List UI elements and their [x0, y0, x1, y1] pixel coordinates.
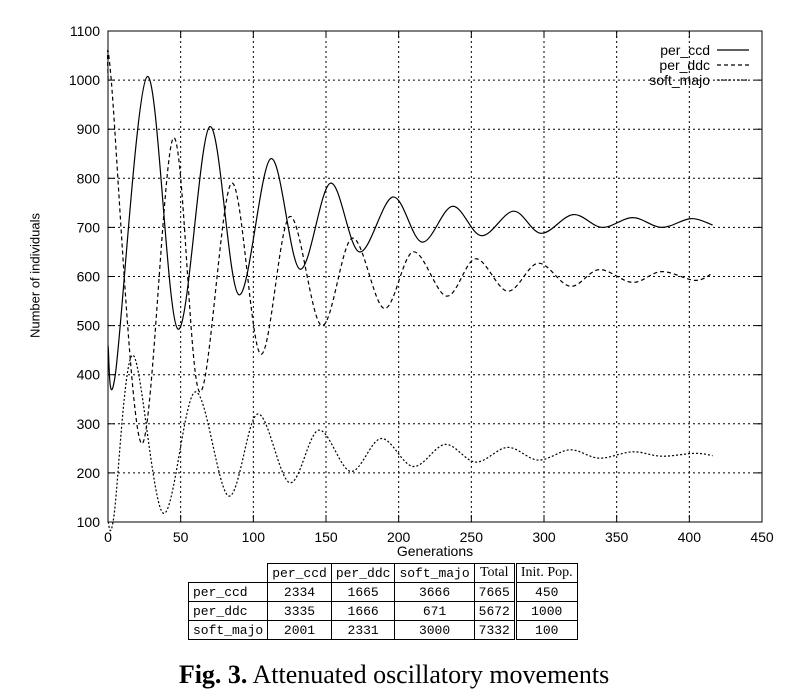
caption-label: Fig. 3. [178, 660, 248, 689]
table-cell: 7665 [473, 582, 516, 602]
x-tick-label: 200 [387, 529, 411, 545]
table-cell: 450 [513, 582, 578, 602]
line-chart: 0 50 100 150 200 250 300 350 400 450 100 200 300 400 5… [69, 23, 774, 545]
figure-caption: Fig. 3. Attenuated oscillatory movements [0, 660, 788, 690]
x-tick-label: 100 [242, 529, 266, 545]
table-row: soft_majo 2001 2331 3000 7332 100 [187, 620, 578, 640]
table-cell: 7332 [473, 620, 516, 640]
table-row: per_ddc 3335 1666 671 5672 1000 [187, 601, 578, 621]
table-header-cell: per_ddc [330, 563, 396, 583]
x-tick-label: 350 [605, 529, 629, 545]
table-cell: 671 [394, 601, 475, 621]
table-corner [189, 564, 268, 583]
table-header-cell: Total [473, 563, 516, 583]
legend-label: per_ccd [660, 42, 710, 58]
x-tick-label: 450 [750, 529, 774, 545]
table-cell: 1666 [330, 601, 396, 621]
x-tick-label: 400 [678, 529, 702, 545]
caption-text: Attenuated oscillatory movements [252, 660, 610, 689]
series-lines [106, 49, 713, 532]
table-header-row: per_ccd per_ddc soft_majo Total Init. Po… [189, 563, 578, 583]
y-tick-label: 100 [77, 514, 101, 530]
y-tick-label: 800 [77, 170, 101, 186]
series-line-per-ddc [106, 49, 713, 445]
x-tick-label: 50 [173, 529, 189, 545]
table-cell: 5672 [473, 601, 516, 621]
table-cell: 2001 [267, 620, 332, 640]
y-tick-label: 1000 [69, 72, 100, 88]
grid-lines [108, 31, 762, 522]
x-tick-label: 0 [104, 529, 112, 545]
table-row-label: per_ddc [187, 601, 269, 621]
table-cell: 1665 [330, 582, 396, 602]
table-cell: 100 [513, 620, 578, 640]
table-cell: 3335 [267, 601, 332, 621]
x-tick-label: 150 [314, 529, 338, 545]
y-tick-label: 500 [77, 318, 101, 334]
table-header-cell: Init. Pop. [513, 563, 578, 583]
series-line-per-ccd [107, 76, 713, 391]
series-line-soft-majo [107, 354, 713, 532]
axis-ticks: 0 50 100 150 200 250 300 350 400 450 100 200 300 400 5… [69, 23, 774, 545]
table-row-label: soft_majo [187, 620, 269, 640]
y-axis-title: Number of individuals [27, 213, 43, 339]
y-tick-label: 1100 [70, 23, 100, 39]
y-tick-label: 300 [77, 416, 101, 432]
x-axis-title: Generations [396, 543, 474, 559]
y-tick-label: 200 [77, 465, 101, 481]
table-cell: 1000 [513, 601, 578, 621]
legend-label: per_ddc [659, 57, 710, 73]
table-row-label: per_ccd [187, 582, 269, 602]
table-header-cell: soft_majo [394, 563, 475, 583]
x-tick-label: 300 [532, 529, 556, 545]
y-tick-label: 600 [77, 269, 101, 285]
y-tick-label: 700 [77, 219, 101, 235]
results-table: per_ccd per_ddc soft_majo Total Init. Po… [187, 563, 578, 640]
legend-label: soft_majo [649, 72, 710, 88]
table-cell: 2331 [330, 620, 396, 640]
x-tick-label: 250 [460, 529, 484, 545]
table-header-cell: per_ccd [267, 563, 332, 583]
y-tick-label: 400 [77, 367, 101, 383]
table-row: per_ccd 2334 1665 3666 7665 450 [187, 582, 578, 602]
table-cell: 3666 [394, 582, 475, 602]
y-tick-label: 900 [77, 121, 101, 137]
table-cell: 3000 [394, 620, 475, 640]
table-cell: 2334 [267, 582, 332, 602]
